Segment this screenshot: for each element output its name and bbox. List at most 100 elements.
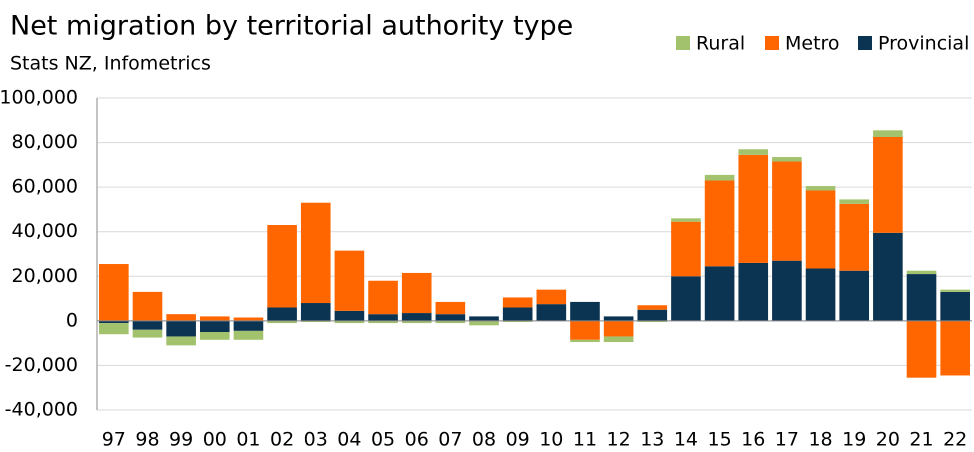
bar-segment [435,301,466,315]
x-tick-label: 13 [640,429,664,451]
x-tick-label: 19 [842,429,866,451]
bar-segment [704,174,735,181]
x-tick-label: 22 [943,429,967,451]
bar-segment [570,339,600,343]
x-tick-label: 05 [371,429,395,451]
x-tick-label: 98 [135,429,159,451]
bar-segment [435,314,466,321]
bar-segment [873,137,903,233]
bar-segment [873,232,903,321]
y-tick-label: -20,000 [5,354,78,376]
bar-segment [940,291,970,321]
x-tick-label: 07 [438,429,462,451]
bar-segment [132,329,163,338]
x-tick-label: 11 [573,429,597,451]
bar-segment [401,313,432,321]
bar-segment [772,161,802,261]
x-tick-label: 12 [607,429,631,451]
bar-segment [233,317,264,321]
bar-segment [536,289,567,305]
bar-segment [738,149,769,155]
bar-segment [233,330,264,340]
x-tick-label: 21 [909,429,933,451]
legend-swatch [676,36,690,50]
bar-segment [738,154,769,263]
bar-segment [233,320,264,331]
bar-segment [772,157,802,162]
x-tick-label: 18 [808,429,832,451]
bar-segment [300,202,331,304]
bar-segment [132,291,163,321]
bar-segment [603,320,634,337]
bar-segment [906,270,937,275]
bar-segment [570,301,600,321]
bar-segment [300,320,331,322]
bar-segment [704,266,735,321]
legend-swatch [765,36,779,50]
x-tick-label: 15 [708,429,732,451]
bar-segment [637,320,668,322]
bar-segment [839,203,870,271]
bar-segment [166,320,196,337]
legend-label: Rural [696,33,745,55]
bar-segment [704,180,735,267]
bar-segment [738,262,769,321]
bar-segment [502,297,533,308]
x-tick-label: 08 [472,429,496,451]
bar-segment [940,320,970,376]
bar-segment [906,274,937,321]
x-tick-label: 02 [270,429,294,451]
bar-segment [671,218,701,222]
bar-segment [469,320,499,326]
bar-segment [401,320,432,324]
bar-segment [435,320,466,324]
bar-segment [368,280,398,315]
x-tick-label: 17 [775,429,799,451]
x-tick-label: 01 [236,429,260,451]
bar-segment [873,130,903,137]
x-tick-label: 04 [337,429,361,451]
bar-segment [603,316,634,321]
bar-segment [671,276,701,321]
bar-segment [805,268,836,321]
bar-segment [502,320,533,322]
bar-segment [469,316,499,321]
bar-segment [805,190,836,269]
bar-segment [637,309,668,321]
x-tick-label: 97 [102,429,126,451]
bar-segment [199,332,230,340]
x-tick-label: 20 [876,429,900,451]
chart-title: Net migration by territorial authority t… [10,11,573,42]
y-tick-label: 20,000 [12,265,78,287]
y-tick-label: 60,000 [12,176,78,198]
x-tick-label: 09 [506,429,530,451]
bar-segment [300,303,331,321]
bar-segment [267,307,297,321]
bar-segment [839,199,870,204]
bar-segment [772,260,802,321]
bar-segment [166,314,196,321]
bar-segment [603,336,634,343]
x-tick-label: 14 [674,429,698,451]
bar-segment [334,320,365,324]
bar-segment [99,320,129,324]
y-tick-label: -40,000 [5,399,78,421]
bar-segment [334,250,365,311]
bar-segment [199,320,230,332]
chart-subtitle: Stats NZ, Infometrics [10,53,211,75]
bar-segment [839,270,870,321]
bar-segment [267,320,297,324]
y-tick-label: 0 [66,309,78,331]
x-tick-label: 03 [304,429,328,451]
y-tick-label: 100,000 [0,87,78,109]
x-tick-label: 06 [405,429,429,451]
bar-segment [132,320,163,330]
bar-segment [637,305,668,310]
x-tick-label: 10 [539,429,563,451]
x-tick-label: 16 [741,429,765,451]
bar-segment [401,272,432,314]
legend-swatch [858,36,872,50]
bar-segment [536,304,567,321]
x-tick-label: 00 [203,429,227,451]
